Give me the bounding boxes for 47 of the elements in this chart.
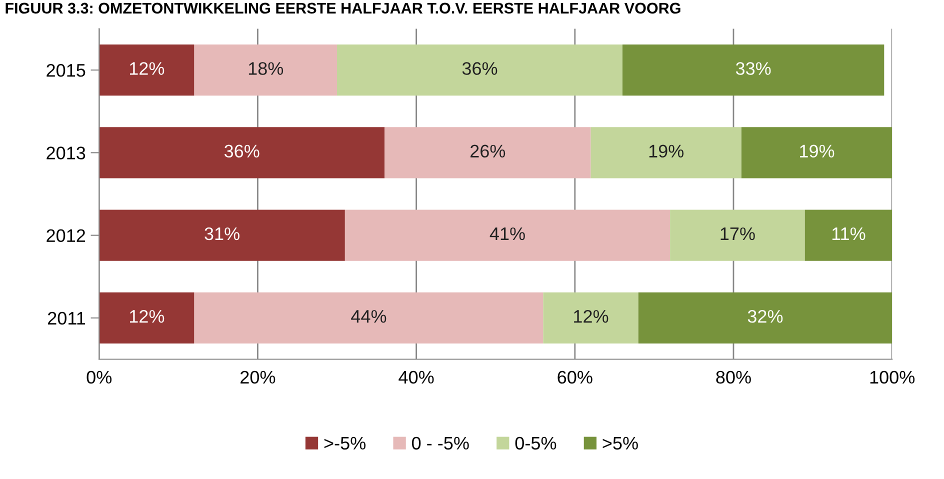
legend-label: >5% <box>602 436 638 450</box>
bar <box>384 127 591 178</box>
legend-label: >-5% <box>324 436 366 450</box>
bar <box>741 127 892 178</box>
data-label: 12% <box>130 310 164 323</box>
data-label: 18% <box>248 62 284 75</box>
bar <box>99 127 385 178</box>
data-label: 19% <box>800 144 834 158</box>
data-label: 44% <box>351 310 386 323</box>
chart-title: FIGUUR 3.3: OMZETONTWIKKELING EERSTE HALFJAAR T.O.V. EERSTE HALFJAAR VOORG <box>6 2 680 14</box>
bar <box>194 44 338 96</box>
bar <box>622 44 884 96</box>
legend-label: 0-5% <box>515 436 556 450</box>
y-tick-label: 2013 <box>46 146 86 160</box>
x-tick-label: 60% <box>558 370 592 384</box>
legend-label: 0 - -5% <box>412 436 469 450</box>
bar <box>804 210 892 261</box>
data-label: 19% <box>649 144 684 158</box>
x-tick-label: 20% <box>240 370 276 384</box>
data-label: 26% <box>470 144 506 158</box>
bar <box>590 127 742 178</box>
x-tick-label: 100% <box>870 370 915 384</box>
bar <box>99 292 194 344</box>
data-label: 36% <box>224 144 260 158</box>
bar <box>99 210 345 261</box>
x-tick-label: 80% <box>716 370 751 384</box>
x-tick-label: 40% <box>398 370 434 384</box>
data-label: 36% <box>462 62 498 75</box>
bar <box>337 44 622 96</box>
bar <box>638 292 892 344</box>
data-label: 17% <box>720 227 755 240</box>
bar <box>344 210 670 261</box>
data-label: 11% <box>832 227 866 240</box>
data-label: 12% <box>130 62 164 75</box>
bar <box>670 210 805 261</box>
bar <box>543 292 638 344</box>
data-label: 33% <box>736 62 771 75</box>
data-label: 31% <box>204 227 240 240</box>
data-label: 41% <box>490 227 525 240</box>
bar <box>99 44 194 96</box>
bar <box>194 292 544 344</box>
data-label: 12% <box>574 310 608 323</box>
y-tick-label: 2011 <box>48 312 86 325</box>
y-tick-label: 2012 <box>46 229 86 242</box>
x-tick-label: 0% <box>86 370 112 384</box>
y-tick-label: 2015 <box>46 64 86 77</box>
data-label: 32% <box>748 310 783 323</box>
